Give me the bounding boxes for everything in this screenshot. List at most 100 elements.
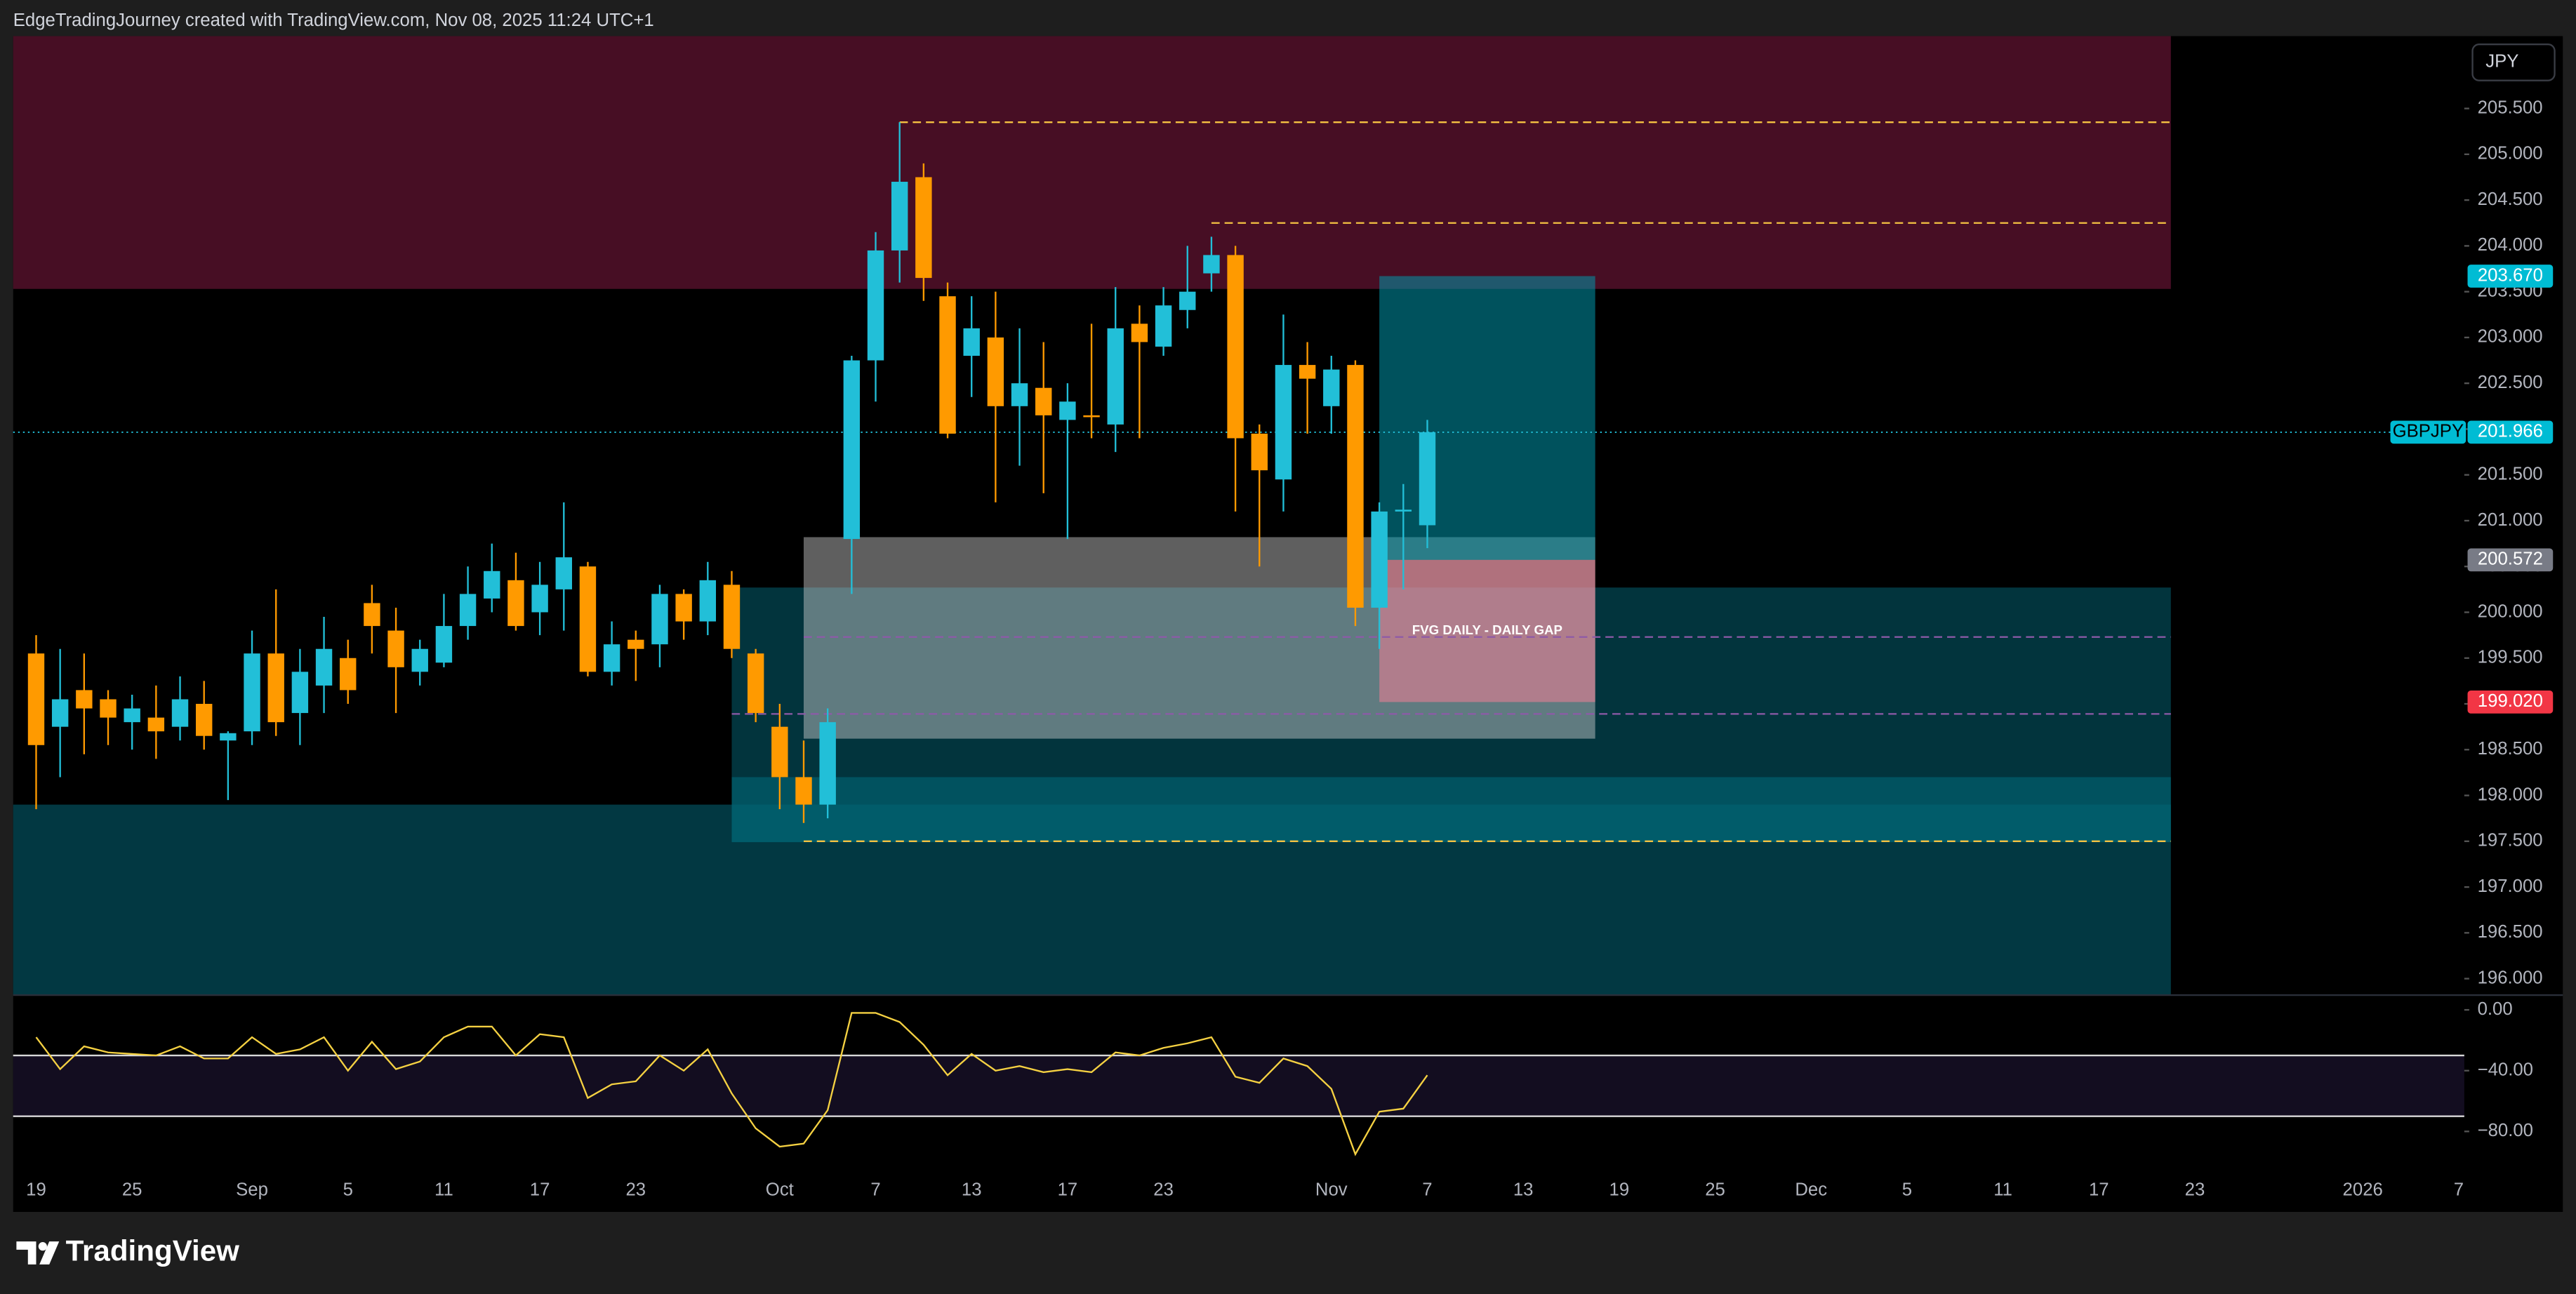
y-tick-label: 197.500: [2478, 831, 2543, 851]
candle-body: [435, 626, 453, 663]
x-tick-label: 7: [1422, 1180, 1432, 1199]
candle-body: [939, 296, 956, 434]
candle-body: [1035, 387, 1052, 415]
candle-body: [603, 644, 620, 672]
candle-body: [387, 630, 404, 667]
candle-body: [723, 585, 741, 649]
candle-body: [244, 653, 260, 732]
candle-body: [555, 557, 572, 589]
candle-body: [100, 699, 117, 718]
x-tick-label: Dec: [1795, 1180, 1827, 1199]
zone-label: FVG DAILY - DAILY GAP: [1412, 622, 1562, 637]
logo-mark: [39, 1241, 60, 1265]
candle-body: [315, 648, 333, 686]
price-tag-label: 200.572: [2478, 549, 2543, 569]
oscillator-tick-label: −80.00: [2478, 1121, 2533, 1140]
x-tick-label: 5: [343, 1180, 353, 1199]
price-tag: [2467, 691, 2554, 714]
candle-body: [1347, 365, 1364, 608]
zone: [13, 36, 2171, 289]
y-tick-label: 199.500: [2478, 648, 2543, 667]
candle-body: [411, 648, 428, 672]
candle-body: [1323, 369, 1340, 406]
candle-body: [651, 594, 668, 645]
brand-logo: [16, 1241, 60, 1265]
x-tick-label: 19: [1609, 1180, 1630, 1199]
candle-body: [1179, 291, 1196, 310]
x-tick-label: Oct: [766, 1180, 794, 1199]
candle-body: [195, 704, 213, 736]
oscillator-tick-label: −40.00: [2478, 1060, 2533, 1080]
candle-body: [364, 603, 380, 627]
x-tick-label: 17: [2089, 1180, 2109, 1199]
x-tick-label: 23: [2185, 1180, 2205, 1199]
x-tick-label: 7: [2454, 1180, 2464, 1199]
x-tick-label: Nov: [1315, 1180, 1348, 1199]
price-tag-label: 201.966: [2478, 422, 2543, 441]
candle-body: [795, 777, 812, 805]
candle-body: [1131, 324, 1148, 342]
y-tick-label: 205.500: [2478, 98, 2543, 117]
candle-body: [220, 733, 237, 741]
candle-body: [819, 722, 836, 805]
candle-body: [1251, 433, 1268, 471]
y-tick-label: 202.500: [2478, 373, 2543, 392]
candle-body: [1299, 365, 1316, 379]
oscillator-tick-label: 0.00: [2478, 999, 2513, 1019]
price-tag: [2467, 548, 2554, 572]
candle-body: [484, 571, 500, 599]
x-tick-label: 23: [1153, 1180, 1174, 1199]
candle-body: [1203, 255, 1220, 274]
candle-body: [987, 337, 1004, 406]
candle-body: [1227, 255, 1244, 439]
logo-mark: [16, 1241, 36, 1265]
y-tick-label: 197.000: [2478, 876, 2543, 896]
x-tick-label: 13: [1513, 1180, 1534, 1199]
candle-body: [747, 653, 764, 714]
y-tick-label: 203.000: [2478, 327, 2543, 347]
chart-layer: FVG DAILY - DAILY GAP 196.000 196.500 197.0…: [13, 36, 2554, 1199]
candle-body: [267, 653, 284, 723]
header-text: EdgeTradingJourney created with TradingV…: [13, 11, 654, 30]
oscillator-line: [35, 1012, 1428, 1156]
candle-body: [1011, 383, 1028, 406]
zone: [1379, 559, 1595, 702]
candle-body: [1395, 509, 1412, 512]
candle-body: [51, 699, 69, 727]
candle-body: [76, 690, 93, 709]
y-tick-label: 204.500: [2478, 189, 2543, 209]
currency-button[interactable]: [2471, 44, 2556, 81]
candle-body: [1275, 365, 1292, 480]
candle-body: [171, 699, 189, 727]
candle-body: [1419, 432, 1436, 526]
candle-body: [915, 177, 932, 279]
candle-body: [699, 580, 717, 622]
candle-body: [291, 672, 309, 714]
logo-mark: [38, 1242, 47, 1251]
symbol-tag: [2390, 420, 2467, 444]
symbol-label: GBPJPY: [2393, 422, 2464, 441]
x-tick-label: 5: [1902, 1180, 1912, 1199]
y-tick-label: 196.000: [2478, 968, 2543, 987]
candle-body: [1155, 305, 1172, 347]
y-tick-label: 201.000: [2478, 510, 2543, 530]
candle-body: [579, 566, 597, 672]
candle-body: [1107, 328, 1124, 425]
candle-body: [531, 585, 548, 613]
candle-body: [628, 639, 644, 649]
candle-body: [771, 726, 788, 778]
y-tick-label: 198.500: [2478, 739, 2543, 759]
candle-body: [507, 580, 524, 627]
y-tick-label: 201.500: [2478, 465, 2543, 484]
candle-body: [340, 658, 357, 691]
x-tick-label: Sep: [236, 1180, 268, 1199]
zone: [1379, 276, 1595, 560]
price-tag: [2467, 420, 2554, 444]
brand-name: TradingView: [66, 1234, 240, 1267]
candle-body: [867, 250, 884, 361]
candle-body: [27, 653, 45, 745]
candle-body: [675, 594, 692, 622]
y-tick-label: 198.000: [2478, 785, 2543, 804]
candle-body: [124, 708, 140, 723]
oscillator-band: [13, 1055, 2464, 1116]
